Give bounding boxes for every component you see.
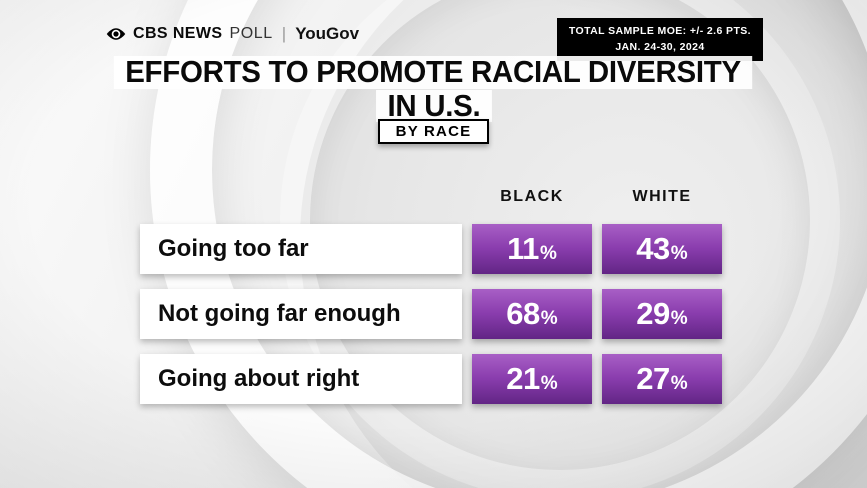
value-number: 29: [636, 296, 670, 331]
brand-lockup: CBS NEWS POLL | YouGov: [106, 24, 359, 44]
value-number: 43: [636, 231, 670, 266]
value-cell-white: 27%: [602, 354, 722, 404]
title-line1: EFFORTS TO PROMOTE RACIAL DIVERSITY: [114, 55, 753, 89]
yougov-logo: YouGov: [295, 24, 360, 43]
percent-sign: %: [540, 373, 558, 394]
percent-sign: %: [670, 243, 688, 264]
value-number: 68: [506, 296, 540, 331]
header-spacer: [140, 188, 462, 209]
value-cell-black: 11%: [472, 224, 592, 274]
table-row: Going too far 11% 43%: [140, 224, 722, 274]
table-row: Going about right 21% 27%: [140, 354, 722, 404]
cbs-eye-icon: [106, 27, 126, 41]
cbs-news-label: CBS NEWS: [133, 25, 223, 42]
row-label: Going about right: [140, 354, 462, 404]
table-row: Not going far enough 68% 29%: [140, 289, 722, 339]
poll-table: BLACK WHITE Going too far 11% 43% Not go…: [140, 188, 722, 404]
moe-box: TOTAL SAMPLE MOE: +/- 2.6 PTS. JAN. 24-3…: [556, 18, 763, 61]
column-header-white: WHITE: [632, 188, 692, 205]
moe-line2: JAN. 24-30, 2024: [615, 41, 705, 54]
moe-line1: TOTAL SAMPLE MOE: +/- 2.6 PTS.: [568, 25, 751, 37]
column-header-black: BLACK: [500, 188, 564, 205]
percent-sign: %: [539, 243, 557, 264]
poll-label: POLL: [229, 25, 273, 42]
value-number: 21: [506, 361, 540, 396]
percent-sign: %: [540, 308, 558, 329]
row-label: Not going far enough: [140, 289, 462, 339]
logo-divider: |: [281, 24, 287, 43]
subtitle-badge: BY RACE: [0, 119, 867, 144]
value-cell-white: 29%: [602, 289, 722, 339]
value-cell-black: 21%: [472, 354, 592, 404]
value-number: 27: [636, 361, 670, 396]
page-title: EFFORTS TO PROMOTE RACIAL DIVERSITY IN U…: [0, 55, 867, 123]
value-cell-white: 43%: [602, 224, 722, 274]
value-number: 11: [507, 231, 539, 266]
title-line2: IN U.S.: [375, 89, 492, 123]
percent-sign: %: [670, 308, 688, 329]
value-cell-black: 68%: [472, 289, 592, 339]
table-header-row: BLACK WHITE: [140, 188, 722, 209]
percent-sign: %: [670, 373, 688, 394]
subtitle-label: BY RACE: [377, 119, 490, 144]
row-label: Going too far: [140, 224, 462, 274]
